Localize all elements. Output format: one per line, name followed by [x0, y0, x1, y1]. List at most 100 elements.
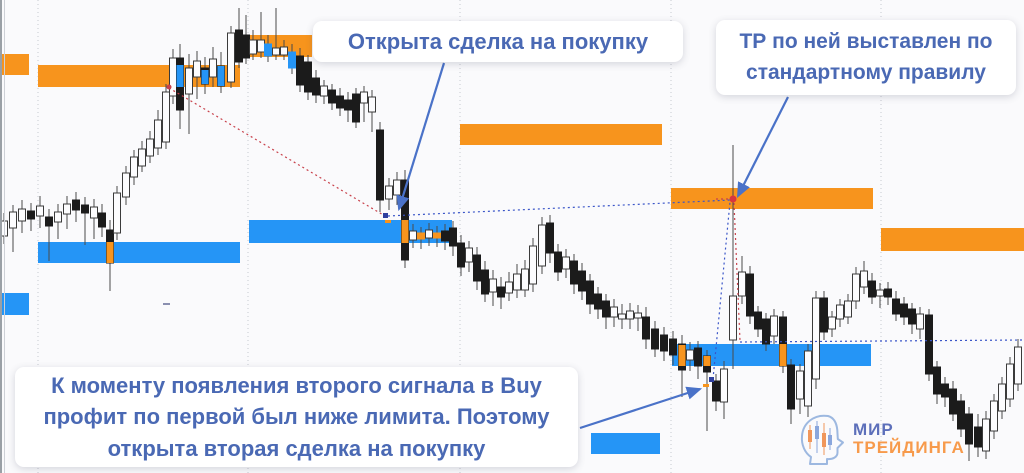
demand-zone-entry2 — [672, 344, 871, 366]
candle — [130, 156, 138, 178]
callout-buy-open-text: Открыта сделка на покупку — [347, 28, 649, 54]
candle — [264, 43, 272, 57]
candle — [63, 203, 71, 215]
candle — [481, 269, 489, 295]
candle — [762, 318, 770, 345]
candle — [812, 297, 820, 380]
candle — [425, 229, 433, 239]
candle — [610, 306, 618, 318]
candle — [820, 297, 828, 333]
candle — [538, 224, 546, 267]
candle — [417, 232, 425, 240]
candle — [900, 303, 908, 318]
demand-zone-far-left — [1, 293, 29, 315]
candle — [352, 93, 360, 123]
candle — [457, 242, 465, 268]
minor-dash-marker — [163, 303, 170, 305]
demand-zone-bottom — [591, 433, 660, 454]
candle — [146, 138, 154, 157]
candle — [296, 55, 304, 86]
candle — [368, 96, 376, 113]
candle — [990, 400, 998, 432]
candle — [618, 313, 626, 320]
candle — [941, 383, 949, 398]
candles — [0, 8, 1022, 461]
candle — [465, 247, 473, 263]
candle — [965, 413, 973, 445]
candle — [546, 222, 554, 254]
candle — [272, 47, 280, 56]
candle — [449, 227, 457, 247]
candle — [712, 380, 720, 402]
candle — [249, 39, 257, 55]
callout-second-buy-line3: открыта вторая сделка на покупку — [107, 435, 486, 461]
candle — [169, 57, 177, 97]
candle — [578, 270, 586, 292]
candle — [844, 300, 852, 318]
candle — [876, 289, 884, 297]
candle — [754, 311, 762, 330]
candle — [521, 268, 529, 291]
candle — [594, 293, 602, 310]
entry1-marker — [383, 213, 388, 218]
candle — [288, 51, 296, 69]
supply-zone-center — [460, 124, 662, 145]
candle — [746, 273, 754, 317]
candle — [489, 278, 497, 293]
candle — [90, 206, 98, 219]
candle — [908, 308, 916, 325]
candle — [738, 271, 746, 297]
candle — [626, 310, 634, 320]
candle — [602, 300, 610, 318]
callout-tp-rule: ТР по ней выставлен по стандартному прав… — [716, 20, 1016, 95]
candle — [852, 273, 860, 302]
candle — [185, 67, 193, 95]
candle — [376, 129, 384, 201]
callout-second-buy-line1: К моменту появления второго сигнала в Bu… — [51, 373, 542, 399]
candle — [1014, 346, 1022, 385]
candle — [529, 245, 537, 285]
candle — [154, 119, 162, 149]
candle — [513, 273, 521, 291]
candle — [473, 254, 481, 282]
candle — [949, 388, 957, 415]
candle — [9, 211, 17, 229]
candle — [393, 179, 401, 196]
candle — [235, 29, 243, 63]
candle — [796, 370, 804, 400]
demand-zone-entry1 — [249, 220, 452, 243]
candle — [433, 232, 441, 239]
candle — [868, 280, 876, 298]
entry2-fill-marker — [703, 384, 709, 387]
candle — [694, 347, 702, 367]
candle — [982, 418, 990, 452]
candle — [36, 205, 44, 217]
candle — [974, 426, 982, 448]
candle — [933, 366, 941, 395]
candle — [651, 328, 659, 350]
candle — [27, 210, 35, 220]
entry1-fill-marker — [385, 220, 391, 223]
candle — [227, 32, 235, 83]
window-left-edge-inner — [4, 0, 5, 473]
callout-buy-open: Открыта сделка на покупку — [313, 21, 683, 62]
candle — [642, 316, 650, 340]
candle — [720, 368, 728, 403]
supply-zone-far-left — [1, 54, 29, 75]
candle — [320, 85, 328, 97]
candle — [441, 230, 449, 242]
supply-zone-far-right — [881, 228, 1024, 251]
callout-second-buy-line2: профит по первой был ниже лимита. Поэтом… — [43, 404, 550, 430]
candle — [770, 315, 778, 337]
candle — [18, 208, 26, 222]
candle — [787, 364, 795, 410]
candle — [554, 251, 562, 273]
candle — [242, 34, 250, 59]
logo-word-trading: ТРЕЙДИНГА — [853, 438, 965, 457]
candle — [45, 216, 53, 227]
candle — [162, 91, 170, 143]
candle — [505, 281, 513, 294]
candle — [257, 39, 265, 53]
candle — [669, 338, 677, 356]
